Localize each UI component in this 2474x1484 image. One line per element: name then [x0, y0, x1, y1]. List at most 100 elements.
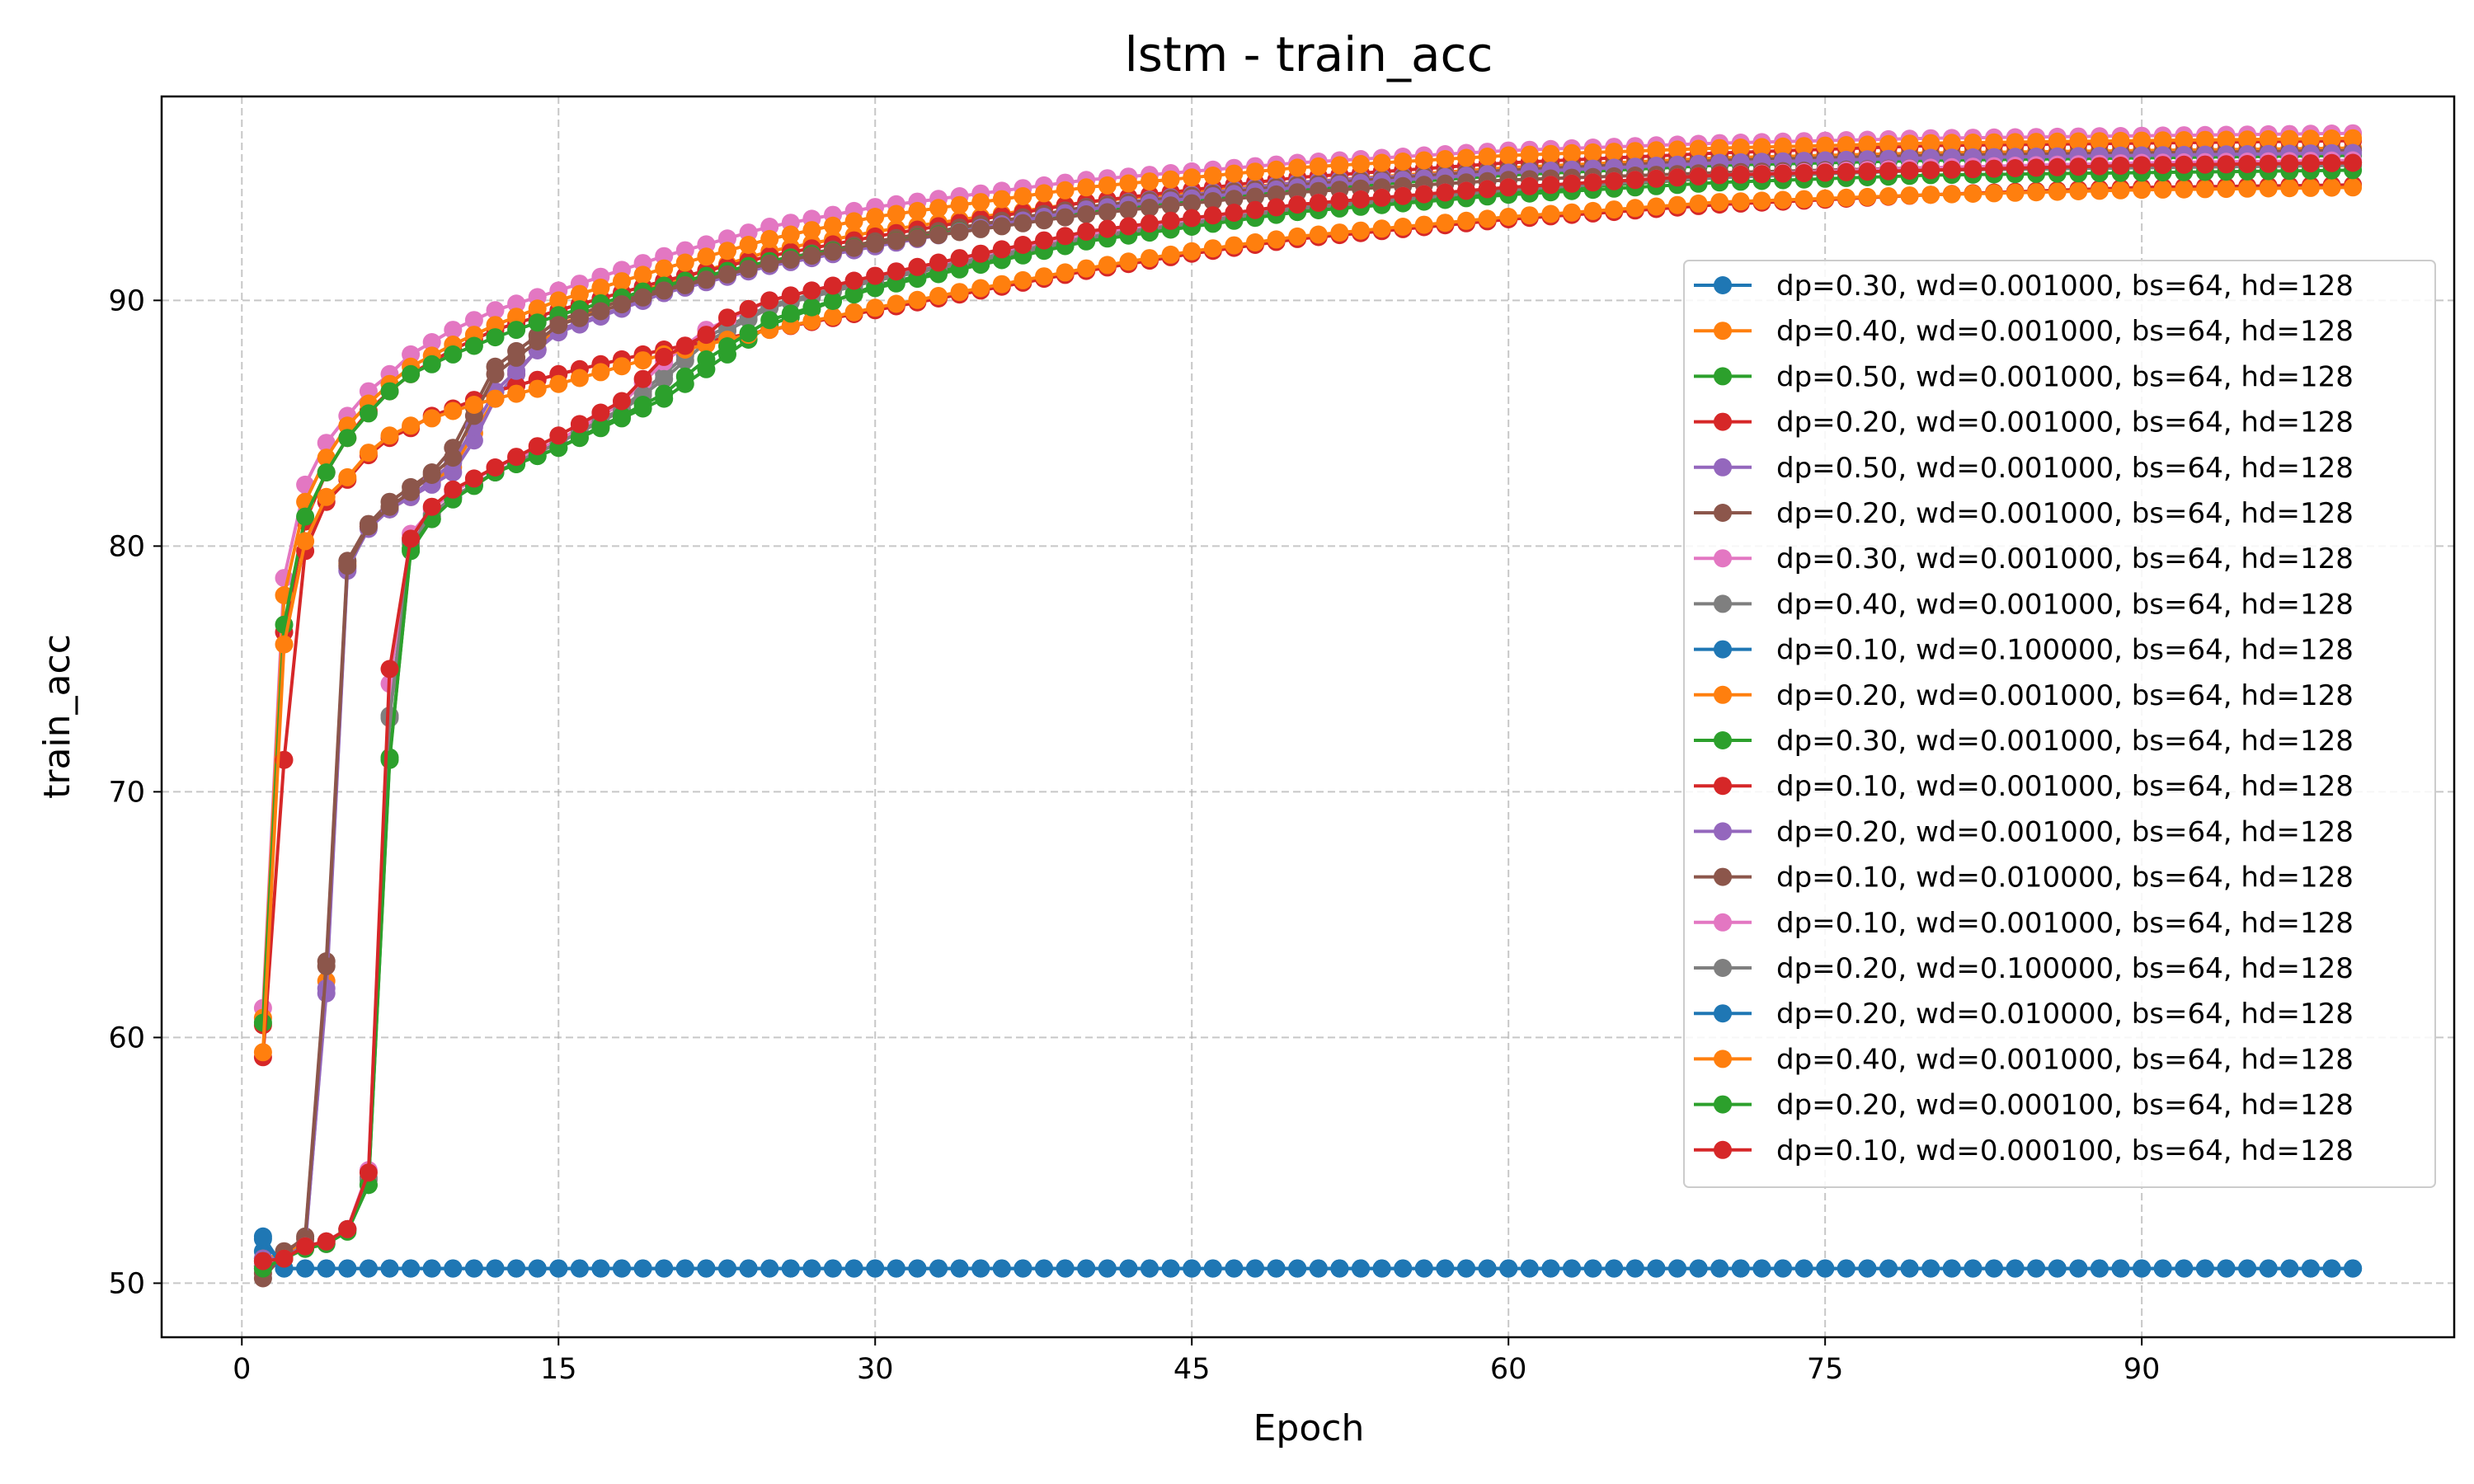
data-point	[1203, 206, 1222, 225]
data-point	[1964, 185, 1982, 203]
data-point	[633, 396, 652, 414]
data-point	[317, 1232, 336, 1251]
data-point	[2006, 1259, 2025, 1278]
data-point	[253, 1227, 272, 1246]
data-point	[1478, 180, 1497, 199]
y-axis-label: train_acc	[36, 634, 78, 799]
data-point	[1837, 136, 1856, 154]
data-point	[402, 416, 421, 435]
data-point	[591, 403, 610, 422]
legend-marker	[1714, 913, 1732, 932]
data-point	[422, 355, 441, 373]
data-point	[950, 195, 969, 214]
data-point	[1246, 162, 1264, 181]
data-point	[2280, 179, 2299, 198]
data-point	[1098, 176, 1117, 195]
data-point	[2217, 155, 2236, 174]
legend-item: dp=0.20, wd=0.001000, bs=64, hd=128	[1694, 679, 2354, 712]
data-point	[718, 242, 736, 261]
y-axis: 50 60 70 80 90	[108, 284, 162, 1300]
data-point	[1731, 192, 1750, 211]
legend-label: dp=0.50, wd=0.001000, bs=64, hd=128	[1776, 452, 2354, 485]
data-point	[1520, 145, 1539, 164]
data-point	[1267, 230, 1286, 249]
data-point	[296, 532, 315, 551]
data-point	[528, 437, 547, 456]
data-point	[1352, 221, 1370, 240]
data-point	[338, 1219, 357, 1238]
data-point	[1964, 1259, 1982, 1278]
data-point	[929, 1259, 948, 1278]
legend-label: dp=0.10, wd=0.001000, bs=64, hd=128	[1776, 907, 2354, 940]
data-point	[1816, 189, 1835, 208]
data-point	[739, 236, 758, 254]
data-point	[507, 361, 526, 380]
legend-label: dp=0.50, wd=0.001000, bs=64, hd=128	[1776, 360, 2354, 393]
legend-item: dp=0.10, wd=0.001000, bs=64, hd=128	[1694, 770, 2354, 803]
data-point	[633, 351, 652, 370]
data-point	[2153, 156, 2172, 175]
data-point	[824, 292, 842, 310]
data-point	[1837, 1259, 1856, 1278]
data-point	[718, 265, 736, 284]
legend-label: dp=0.20, wd=0.010000, bs=64, hd=128	[1776, 998, 2354, 1031]
data-point	[486, 1259, 505, 1278]
data-point	[866, 208, 885, 226]
data-point	[1457, 1259, 1475, 1278]
data-point	[1288, 195, 1307, 214]
data-point	[1246, 233, 1264, 251]
data-point	[887, 204, 905, 223]
data-point	[317, 957, 336, 975]
data-point	[1605, 143, 1624, 162]
legend-item: dp=0.40, wd=0.001000, bs=64, hd=128	[1694, 315, 2354, 348]
legend-label: dp=0.30, wd=0.001000, bs=64, hd=128	[1776, 270, 2354, 303]
data-point	[613, 295, 631, 314]
data-point	[908, 257, 927, 276]
data-point	[971, 244, 990, 263]
data-point	[1225, 1259, 1244, 1278]
data-point	[844, 1259, 863, 1278]
legend-marker	[1714, 504, 1732, 522]
data-point	[760, 1259, 779, 1278]
data-point	[359, 444, 378, 463]
data-point	[844, 212, 863, 231]
data-point	[1394, 186, 1413, 205]
data-point	[444, 1259, 463, 1278]
data-point	[802, 221, 821, 240]
data-point	[1014, 1259, 1032, 1278]
data-point	[1119, 174, 1138, 193]
data-point	[528, 379, 547, 398]
data-point	[464, 469, 483, 488]
data-point	[1330, 156, 1349, 175]
data-point	[675, 275, 694, 294]
data-point	[444, 448, 463, 467]
x-tick-label: 30	[857, 1353, 894, 1386]
data-point	[1035, 1259, 1053, 1278]
data-point	[2280, 129, 2299, 148]
data-point	[992, 1259, 1011, 1278]
data-point	[1372, 188, 1391, 207]
series-layer	[253, 124, 2363, 1288]
data-point	[1372, 219, 1391, 238]
data-point	[1394, 218, 1413, 236]
data-point	[1879, 187, 1898, 205]
data-point	[1985, 1259, 2003, 1278]
data-point	[1985, 159, 2003, 178]
data-point	[528, 332, 547, 350]
data-point	[1014, 214, 1032, 232]
legend: dp=0.30, wd=0.001000, bs=64, hd=128 dp=0.…	[1683, 260, 2436, 1188]
data-point	[1731, 165, 1750, 184]
legend-item: dp=0.10, wd=0.001000, bs=64, hd=128	[1694, 907, 2354, 940]
data-point	[1689, 1259, 1708, 1278]
data-point	[2195, 1259, 2214, 1278]
data-point	[675, 1259, 694, 1278]
legend-marker	[1714, 412, 1732, 431]
data-point	[2322, 1259, 2341, 1278]
y-tick-label: 90	[108, 284, 145, 317]
data-point	[1900, 134, 1919, 153]
data-point	[2322, 178, 2341, 197]
data-point	[739, 299, 758, 318]
data-point	[1605, 200, 1624, 219]
data-point	[1183, 168, 1202, 187]
data-point	[1985, 184, 2003, 203]
